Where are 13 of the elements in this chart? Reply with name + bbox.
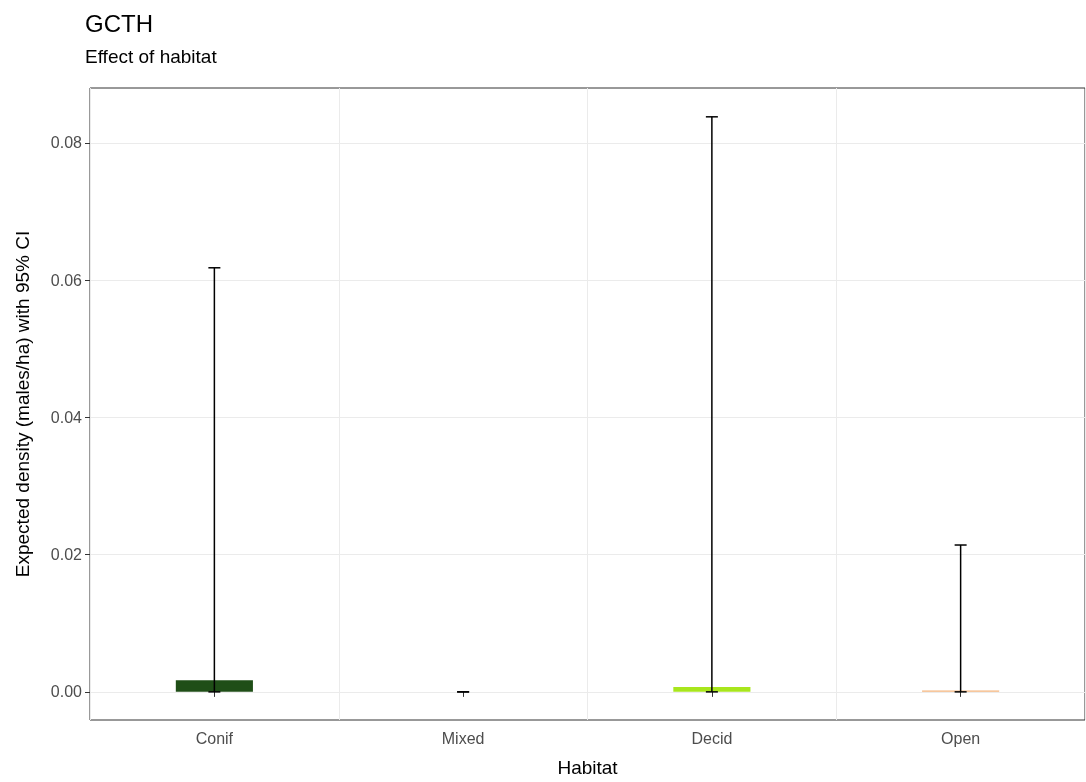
y-tick-label: 0.08	[50, 134, 83, 152]
x-tick-label: Decid	[691, 729, 733, 747]
y-tick-label: 0.04	[50, 408, 83, 426]
y-tick-label: 0.06	[50, 271, 83, 289]
y-axis-title: Expected density (males/ha) with 95% CI	[12, 230, 33, 578]
y-tick-label: 0.00	[50, 683, 83, 701]
x-tick-label: Conif	[195, 729, 234, 747]
y-tick-label: 0.02	[50, 546, 83, 564]
x-axis-title: Habitat	[557, 757, 619, 778]
x-tick-label: Open	[941, 729, 981, 747]
chart-subtitle: Effect of habitat	[85, 46, 218, 67]
x-tick-label: Mixed	[441, 729, 485, 747]
chart-title: GCTH	[85, 9, 153, 37]
